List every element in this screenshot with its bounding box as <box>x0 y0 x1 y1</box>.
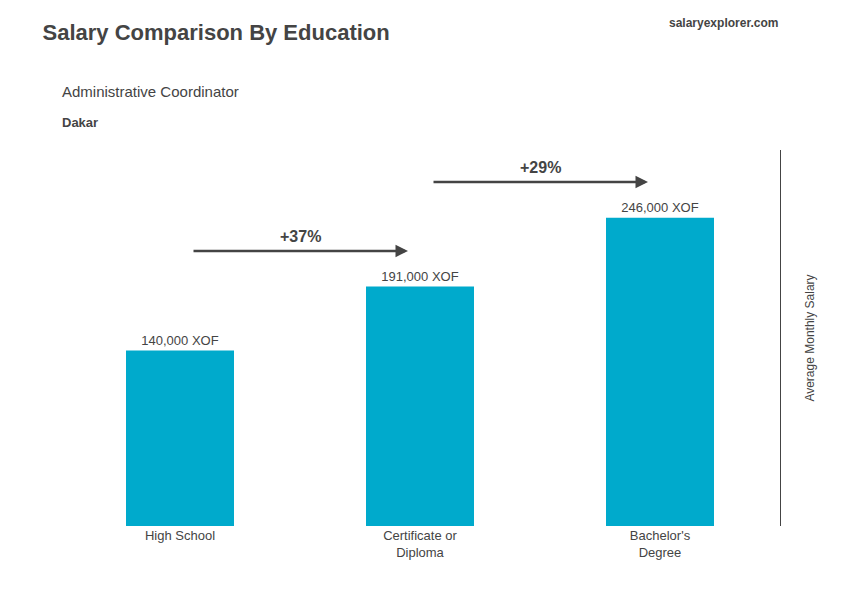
svg-text:Certificate orDiploma: Certificate orDiploma <box>383 528 457 560</box>
svg-text:191,000 XOF: 191,000 XOF <box>381 269 458 284</box>
svg-text:140,000 XOF: 140,000 XOF <box>141 333 218 348</box>
svg-text:High School: High School <box>145 528 215 543</box>
svg-text:Administrative Coordinator: Administrative Coordinator <box>62 83 239 100</box>
svg-text:Dakar: Dakar <box>62 115 98 130</box>
svg-text:+37%: +37% <box>280 228 321 245</box>
svg-text:Average Monthly Salary: Average Monthly Salary <box>803 274 817 401</box>
svg-text:Bachelor'sDegree: Bachelor'sDegree <box>630 528 691 560</box>
svg-text:Salary Comparison By Education: Salary Comparison By Education <box>43 20 390 45</box>
svg-text:+29%: +29% <box>520 159 561 176</box>
svg-text:246,000 XOF: 246,000 XOF <box>621 200 698 215</box>
svg-text:salaryexplorer.com: salaryexplorer.com <box>669 16 778 30</box>
